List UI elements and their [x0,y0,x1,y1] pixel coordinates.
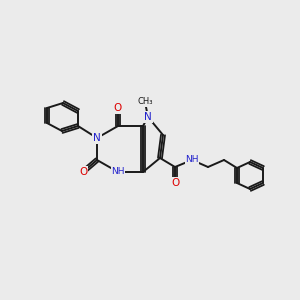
Text: O: O [171,178,179,188]
Text: NH: NH [185,155,199,164]
Text: NH: NH [111,167,125,176]
Text: O: O [114,103,122,113]
Text: O: O [79,167,87,177]
Text: CH₃: CH₃ [137,98,153,106]
Text: N: N [93,133,101,143]
Text: N: N [144,112,152,122]
